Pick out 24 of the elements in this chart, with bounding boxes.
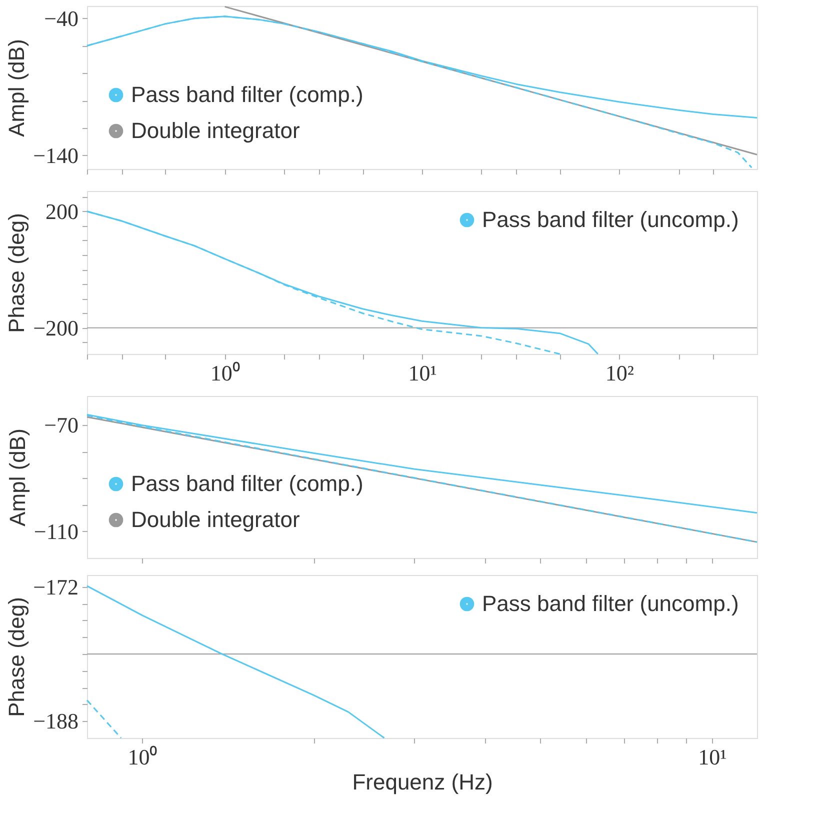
- y-tick-label: −40: [44, 6, 78, 31]
- y-axis-title: Ampl (dB): [4, 428, 30, 526]
- y-tick-label: −110: [34, 518, 78, 544]
- legend-label: Pass band filter (comp.): [131, 471, 364, 496]
- y-axis-title: Phase (deg): [4, 597, 30, 717]
- y-tick-label: −172: [33, 574, 78, 600]
- legend-label: Pass band filter (uncomp.): [482, 207, 739, 232]
- y-axis-title: Ampl (dB): [4, 39, 30, 137]
- legend-label: Pass band filter (comp.): [131, 82, 364, 107]
- x-axis-title: Frequenz (Hz): [352, 770, 493, 794]
- y-axis-title: Phase (deg): [4, 213, 30, 333]
- y-tick-label: 200: [46, 198, 78, 224]
- y-tick-label: −70: [44, 412, 78, 438]
- x-tick-label: 10²: [605, 360, 634, 386]
- x-tick-label: 10¹: [408, 360, 437, 386]
- x-tick-label: 10¹: [698, 744, 727, 770]
- x-tick-label: 10⁰: [210, 360, 240, 386]
- y-tick-label: −140: [33, 142, 78, 168]
- x-tick-label: 10⁰: [128, 744, 158, 770]
- legend-label: Double integrator: [131, 507, 300, 532]
- legend-label: Double integrator: [131, 118, 300, 143]
- legend-label: Pass band filter (uncomp.): [482, 591, 739, 616]
- y-tick-label: −188: [33, 708, 78, 734]
- y-tick-label: −200: [33, 315, 78, 340]
